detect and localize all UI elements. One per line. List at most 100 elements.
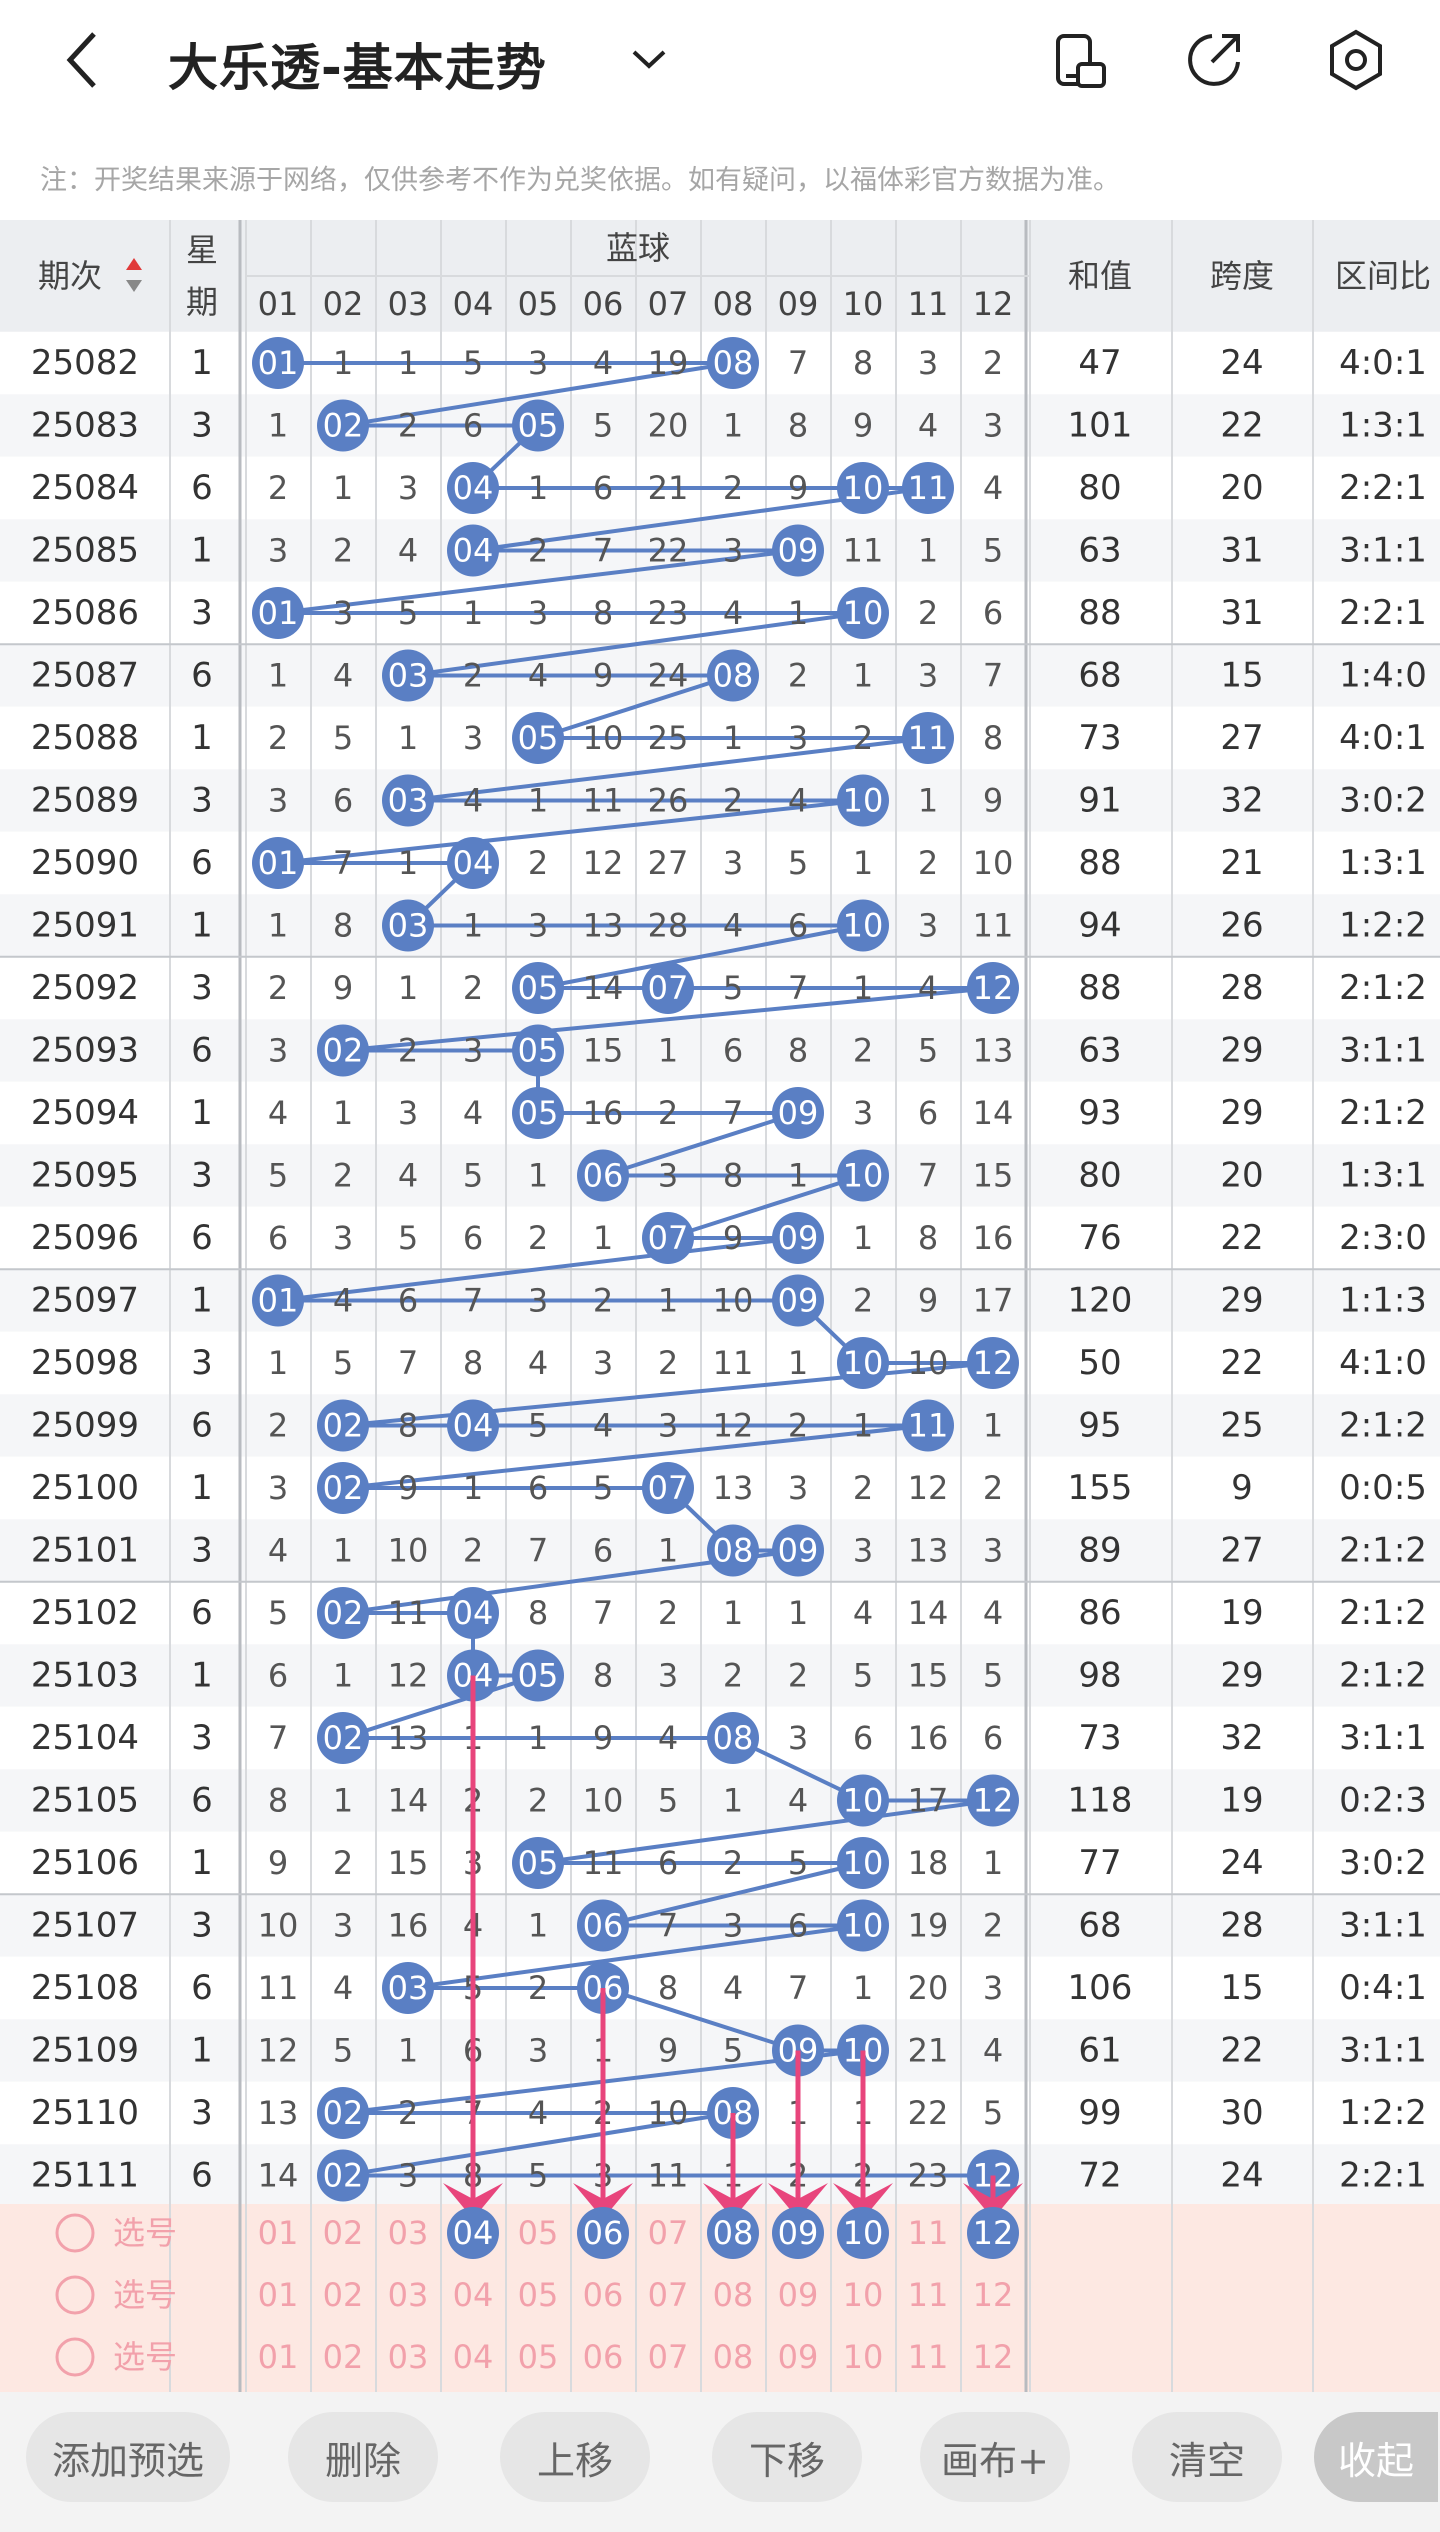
selectable-number[interactable]: 01 (258, 2276, 299, 2314)
blue-ball[interactable] (317, 2087, 369, 2139)
blue-ball[interactable] (252, 337, 304, 389)
selectable-number[interactable]: 10 (843, 2276, 884, 2314)
blue-ball[interactable] (772, 524, 824, 577)
blue-ball[interactable] (837, 587, 889, 639)
sort-up-icon[interactable] (126, 258, 142, 270)
blue-ball[interactable] (967, 962, 1019, 1014)
blue-ball[interactable] (837, 1337, 889, 1389)
selected-ball[interactable] (447, 2207, 499, 2259)
blue-ball[interactable] (772, 1212, 824, 1264)
selectable-number[interactable]: 05 (518, 2214, 559, 2252)
sort-down-icon[interactable] (126, 280, 142, 292)
selected-ball[interactable] (772, 2207, 824, 2259)
blue-ball[interactable] (772, 1524, 824, 1577)
blue-ball[interactable] (837, 1774, 889, 1827)
blue-ball[interactable] (382, 1962, 434, 2014)
blue-ball[interactable] (447, 524, 499, 577)
share-icon[interactable] (1182, 28, 1246, 92)
selectable-number[interactable]: 03 (388, 2276, 429, 2314)
blue-ball[interactable] (317, 1024, 369, 1077)
blue-ball[interactable] (512, 1649, 564, 1702)
selected-ball[interactable] (707, 2207, 759, 2259)
blue-ball[interactable] (512, 712, 564, 764)
clear-button[interactable]: 清空 (1132, 2412, 1282, 2502)
back-arrow-icon[interactable] (52, 28, 116, 92)
blue-ball[interactable] (642, 1462, 694, 1514)
selectable-number[interactable]: 10 (843, 2338, 884, 2376)
blue-ball[interactable] (772, 1274, 824, 1327)
selectable-number[interactable]: 06 (583, 2276, 624, 2314)
blue-ball[interactable] (837, 774, 889, 827)
blue-ball[interactable] (902, 462, 954, 514)
selected-ball[interactable] (577, 2207, 629, 2259)
blue-ball[interactable] (577, 1149, 629, 1202)
selectable-number[interactable]: 03 (388, 2338, 429, 2376)
add-preselect-button[interactable]: 添加预选 (26, 2412, 230, 2502)
settings-icon[interactable] (1324, 28, 1388, 92)
selectable-number[interactable]: 11 (908, 2276, 949, 2314)
selectable-number[interactable]: 05 (518, 2338, 559, 2376)
selectable-number[interactable]: 09 (778, 2276, 819, 2314)
blue-ball[interactable] (382, 649, 434, 702)
blue-ball[interactable] (837, 1899, 889, 1952)
blue-ball[interactable] (317, 1462, 369, 1514)
blue-ball[interactable] (317, 1399, 369, 1452)
blue-ball[interactable] (837, 462, 889, 514)
blue-ball[interactable] (837, 1837, 889, 1889)
blue-ball[interactable] (707, 337, 759, 389)
delete-button[interactable]: 删除 (288, 2412, 438, 2502)
blue-ball[interactable] (252, 1274, 304, 1327)
blue-ball[interactable] (447, 462, 499, 514)
selectable-number[interactable]: 01 (258, 2214, 299, 2252)
selectable-number[interactable]: 12 (973, 2338, 1014, 2376)
blue-ball[interactable] (382, 899, 434, 952)
blue-ball[interactable] (512, 399, 564, 452)
blue-ball[interactable] (837, 899, 889, 952)
blue-ball[interactable] (707, 649, 759, 702)
selectable-number[interactable]: 02 (323, 2276, 364, 2314)
selectable-number[interactable]: 04 (453, 2276, 494, 2314)
blue-ball[interactable] (577, 1899, 629, 1952)
blue-ball[interactable] (772, 1087, 824, 1139)
move-down-button[interactable]: 下移 (712, 2412, 862, 2502)
blue-ball[interactable] (317, 2149, 369, 2202)
selectable-number[interactable]: 08 (713, 2276, 754, 2314)
blue-ball[interactable] (317, 1587, 369, 1639)
selectable-number[interactable]: 11 (908, 2214, 949, 2252)
selectable-number[interactable]: 01 (258, 2338, 299, 2376)
selectable-number[interactable]: 08 (713, 2338, 754, 2376)
select-radio[interactable] (55, 2213, 95, 2253)
blue-ball[interactable] (252, 587, 304, 639)
phone-rotate-icon[interactable] (1050, 28, 1114, 92)
move-up-button[interactable]: 上移 (500, 2412, 650, 2502)
selected-ball[interactable] (967, 2207, 1019, 2259)
blue-ball[interactable] (967, 1774, 1019, 1827)
blue-ball[interactable] (512, 1024, 564, 1077)
blue-ball[interactable] (902, 1399, 954, 1452)
select-radio[interactable] (55, 2337, 95, 2377)
blue-ball[interactable] (512, 962, 564, 1014)
selectable-number[interactable]: 03 (388, 2214, 429, 2252)
selectable-number[interactable]: 07 (648, 2214, 689, 2252)
select-radio[interactable] (55, 2275, 95, 2315)
blue-ball[interactable] (447, 1399, 499, 1452)
blue-ball[interactable] (642, 962, 694, 1014)
selectable-number[interactable]: 09 (778, 2338, 819, 2376)
canvas-plus-button[interactable]: 画布+ (920, 2412, 1070, 2502)
selectable-number[interactable]: 07 (648, 2276, 689, 2314)
selectable-number[interactable]: 12 (973, 2276, 1014, 2314)
selectable-number[interactable]: 05 (518, 2276, 559, 2314)
selectable-number[interactable]: 07 (648, 2338, 689, 2376)
page-title[interactable]: 大乐透-基本走势 (168, 39, 547, 97)
blue-ball[interactable] (252, 837, 304, 889)
selectable-number[interactable]: 11 (908, 2338, 949, 2376)
collapse-button[interactable]: 收起 (1314, 2412, 1438, 2502)
selectable-number[interactable]: 02 (323, 2214, 364, 2252)
blue-ball[interactable] (707, 1712, 759, 1764)
blue-ball[interactable] (317, 399, 369, 452)
selectable-number[interactable]: 02 (323, 2338, 364, 2376)
selectable-number[interactable]: 04 (453, 2338, 494, 2376)
blue-ball[interactable] (707, 1524, 759, 1577)
blue-ball[interactable] (967, 1337, 1019, 1389)
chevron-down-icon[interactable] (624, 28, 674, 92)
